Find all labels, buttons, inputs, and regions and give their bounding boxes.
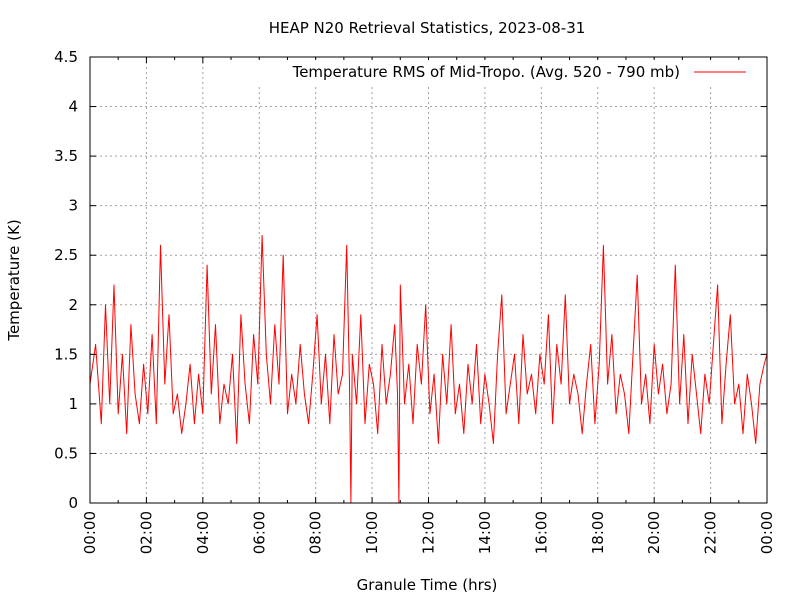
- x-tick-label: 16:00: [532, 511, 550, 554]
- y-tick-label: 4: [68, 98, 78, 116]
- y-axis-label: Temperature (K): [5, 219, 23, 341]
- x-tick-label: 14:00: [476, 511, 494, 554]
- x-axis-label: Granule Time (hrs): [357, 576, 498, 594]
- x-tick-label: 06:00: [250, 511, 268, 554]
- series-layer: [89, 234, 768, 504]
- legend: Temperature RMS of Mid-Tropo. (Avg. 520 …: [258, 60, 758, 86]
- y-tick-label: 1: [68, 395, 78, 413]
- series-line-0: [89, 234, 768, 504]
- y-tick-label: 0: [68, 494, 78, 512]
- grid: [90, 57, 767, 503]
- y-tick-label: 3.5: [54, 147, 78, 165]
- x-tick-label: 20:00: [645, 511, 663, 554]
- x-tick-label: 18:00: [589, 511, 607, 554]
- x-tick-label: 04:00: [194, 511, 212, 554]
- x-tick-label: 02:00: [137, 511, 155, 554]
- axis-ticks: 0 0.5 1 1.5 2 2.5 3 3.5 4 4.5 00:00 02:00 04:00 06:00…: [54, 48, 776, 554]
- x-tick-label: 08:00: [307, 511, 325, 554]
- x-tick-label: 00:00: [81, 511, 99, 554]
- x-tick-label: 10:00: [363, 511, 381, 554]
- legend-label: Temperature RMS of Mid-Tropo. (Avg. 520 …: [292, 63, 680, 81]
- y-tick-label: 1.5: [54, 345, 78, 363]
- y-tick-label: 3: [68, 197, 78, 215]
- legend-background: [258, 60, 758, 86]
- y-tick-label: 0.5: [54, 444, 78, 462]
- y-tick-label: 2: [68, 296, 78, 314]
- y-tick-label: 2.5: [54, 246, 78, 264]
- y-tick-label: 4.5: [54, 48, 78, 66]
- x-tick-label: 00:00: [758, 511, 776, 554]
- x-tick-label: 22:00: [702, 511, 720, 554]
- x-tick-label: 12:00: [420, 511, 438, 554]
- chart-title: HEAP N20 Retrieval Statistics, 2023-08-3…: [269, 19, 586, 37]
